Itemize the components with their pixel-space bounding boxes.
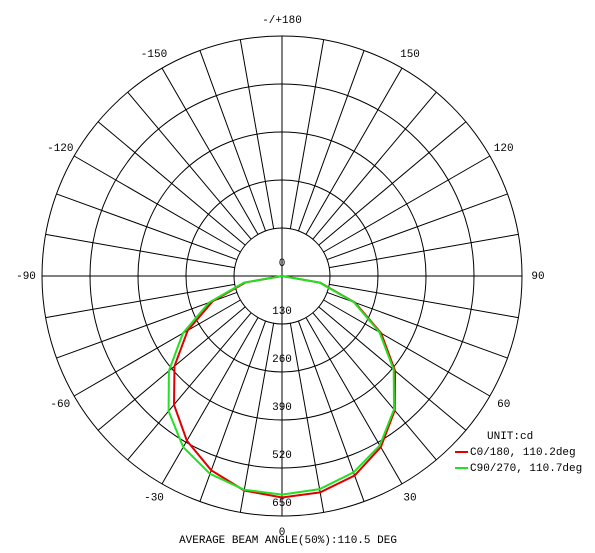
- angle-tick-label: 60: [497, 399, 510, 411]
- angle-tick-label: -30: [144, 493, 164, 505]
- ring: [233, 227, 331, 325]
- angle-tick-label: -60: [50, 399, 70, 411]
- angle-tick-label: -90: [16, 271, 36, 283]
- r-tick-label: 390: [272, 402, 292, 414]
- ring: [185, 179, 379, 373]
- ring: [41, 35, 523, 517]
- angle-tick-label: -150: [141, 49, 167, 61]
- legend-label: C0/180, 110.2deg: [470, 447, 576, 459]
- angle-tick-label: 0: [279, 527, 286, 539]
- angle-tick-label: -120: [47, 143, 73, 155]
- curve: [167, 275, 396, 496]
- r-tick-label: 260: [272, 354, 292, 366]
- angle-tick-label: 30: [403, 493, 416, 505]
- curve: [172, 275, 397, 499]
- angle-tick-label: 90: [531, 271, 544, 283]
- angle-tick-label: -/+180: [262, 15, 302, 27]
- ring: [89, 83, 475, 469]
- ring: [137, 131, 427, 421]
- r-tick-label: 650: [272, 498, 292, 510]
- angle-tick-label: 120: [494, 143, 514, 155]
- r-tick-label: 130: [272, 306, 292, 318]
- r-tick-label: 0: [279, 258, 286, 270]
- angle-tick-label: 150: [400, 49, 420, 61]
- r-tick-label: 520: [272, 450, 292, 462]
- legend-label: C90/270, 110.7deg: [470, 463, 582, 475]
- footer: AVERAGE BEAM ANGLE(50%):110.5 DEG: [179, 535, 397, 547]
- unit-label: UNIT:cd: [487, 431, 533, 443]
